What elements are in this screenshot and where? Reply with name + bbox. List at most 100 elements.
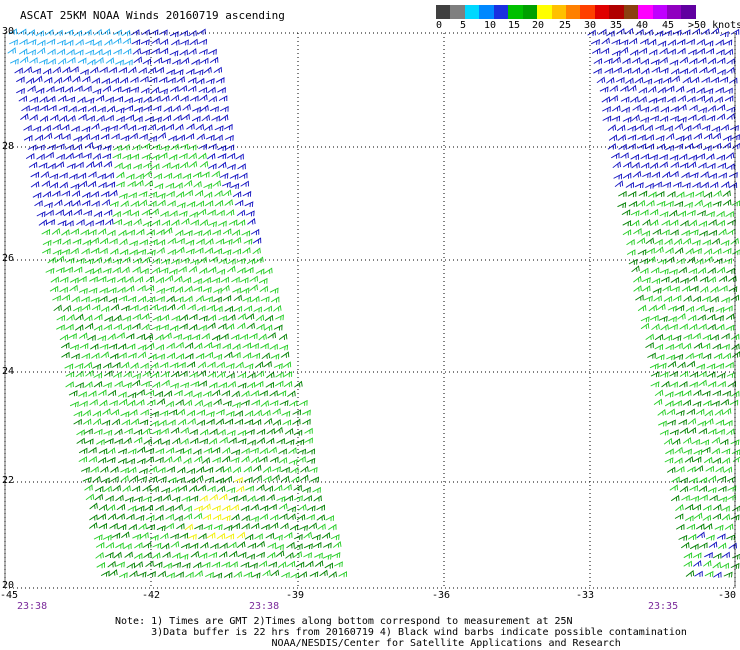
wind-barb bbox=[198, 267, 208, 274]
wind-barb bbox=[213, 524, 223, 531]
wind-barb bbox=[651, 171, 661, 178]
wind-barb bbox=[698, 485, 708, 492]
wind-barb bbox=[176, 466, 186, 474]
wind-barb bbox=[84, 438, 94, 445]
wind-barb bbox=[687, 96, 696, 103]
wind-barb bbox=[157, 199, 166, 207]
wind-barb bbox=[282, 419, 292, 426]
wind-barb bbox=[181, 217, 190, 225]
wind-barb bbox=[704, 96, 714, 103]
wind-barb bbox=[121, 266, 130, 274]
wind-barb bbox=[157, 476, 167, 483]
wind-barb bbox=[657, 86, 666, 94]
wind-barb bbox=[76, 429, 85, 436]
wind-barb bbox=[8, 28, 18, 35]
wind-barb bbox=[696, 153, 705, 160]
wind-barb bbox=[92, 475, 101, 483]
wind-barb bbox=[230, 504, 239, 511]
wind-barb bbox=[114, 438, 123, 445]
wind-barb bbox=[660, 106, 669, 113]
wind-barb bbox=[93, 372, 102, 379]
wind-barb bbox=[118, 192, 128, 199]
wind-barb bbox=[176, 408, 186, 416]
wind-barb bbox=[698, 323, 707, 330]
wind-barb bbox=[107, 560, 116, 568]
wind-barb bbox=[645, 134, 655, 141]
wind-barb bbox=[201, 114, 210, 122]
wind-barb bbox=[137, 344, 147, 351]
wind-barb bbox=[53, 132, 63, 140]
wind-barb bbox=[88, 455, 97, 463]
wind-barb bbox=[207, 209, 216, 216]
wind-barb bbox=[719, 31, 729, 38]
wind-barb bbox=[221, 514, 231, 521]
wind-barb bbox=[620, 96, 630, 103]
wind-barb bbox=[161, 439, 170, 446]
wind-barb bbox=[607, 124, 617, 131]
wind-barb bbox=[250, 456, 260, 463]
wind-barb bbox=[245, 485, 254, 492]
wind-barb bbox=[686, 466, 696, 473]
wind-barb bbox=[711, 125, 720, 132]
wind-barb bbox=[663, 334, 673, 341]
wind-barb bbox=[260, 399, 270, 407]
wind-barb bbox=[638, 47, 647, 54]
wind-barb bbox=[148, 465, 158, 473]
wind-barb bbox=[78, 180, 88, 187]
wind-barb bbox=[729, 399, 739, 406]
wind-barb bbox=[655, 124, 664, 131]
wind-barb bbox=[698, 370, 707, 377]
wind-barb bbox=[725, 152, 735, 159]
wind-barb bbox=[618, 190, 627, 197]
wind-barb bbox=[256, 495, 265, 502]
wind-barb bbox=[169, 85, 179, 93]
wind-barb bbox=[180, 257, 189, 264]
wind-barb bbox=[723, 466, 733, 473]
wind-barb bbox=[167, 248, 176, 255]
wind-barb bbox=[192, 171, 202, 178]
wind-barb bbox=[192, 561, 202, 569]
wind-barb bbox=[189, 38, 198, 46]
wind-barb bbox=[311, 534, 321, 541]
wind-barb bbox=[712, 247, 722, 255]
wind-barb bbox=[160, 258, 170, 265]
wind-barb bbox=[94, 493, 104, 501]
wind-barb bbox=[294, 543, 303, 550]
wind-barb bbox=[731, 449, 740, 456]
wind-barb bbox=[113, 48, 122, 55]
wind-barb bbox=[622, 161, 632, 168]
wind-barb bbox=[81, 199, 91, 207]
wind-barb bbox=[100, 466, 109, 473]
wind-barb bbox=[208, 437, 218, 445]
wind-barb bbox=[52, 249, 62, 256]
wind-barb bbox=[108, 343, 118, 350]
wind-barb bbox=[218, 95, 228, 102]
wind-barb bbox=[612, 56, 621, 64]
wind-barb bbox=[161, 219, 171, 226]
wind-barb bbox=[728, 286, 738, 293]
wind-barb bbox=[49, 114, 59, 121]
wind-barb bbox=[182, 334, 192, 341]
wind-barb bbox=[211, 342, 221, 349]
wind-barb bbox=[101, 419, 111, 426]
wind-barb bbox=[721, 457, 731, 464]
wind-barb bbox=[107, 513, 117, 521]
wind-barb bbox=[222, 249, 232, 256]
wind-barb bbox=[180, 39, 189, 46]
wind-barb bbox=[611, 50, 621, 57]
wind-barb bbox=[143, 96, 152, 103]
wind-barb bbox=[130, 153, 140, 160]
wind-barb bbox=[610, 152, 620, 159]
wind-barb bbox=[228, 219, 238, 226]
wind-barb bbox=[720, 239, 730, 246]
wind-barb bbox=[156, 398, 166, 405]
wind-barb bbox=[723, 305, 733, 312]
wind-barb bbox=[241, 390, 250, 397]
wind-barb bbox=[715, 419, 725, 426]
wind-barb bbox=[132, 533, 142, 540]
wind-barb bbox=[220, 333, 229, 340]
wind-barb bbox=[86, 58, 96, 66]
wind-barb bbox=[129, 570, 138, 577]
wind-barb bbox=[255, 256, 264, 264]
wind-barb bbox=[676, 191, 685, 198]
